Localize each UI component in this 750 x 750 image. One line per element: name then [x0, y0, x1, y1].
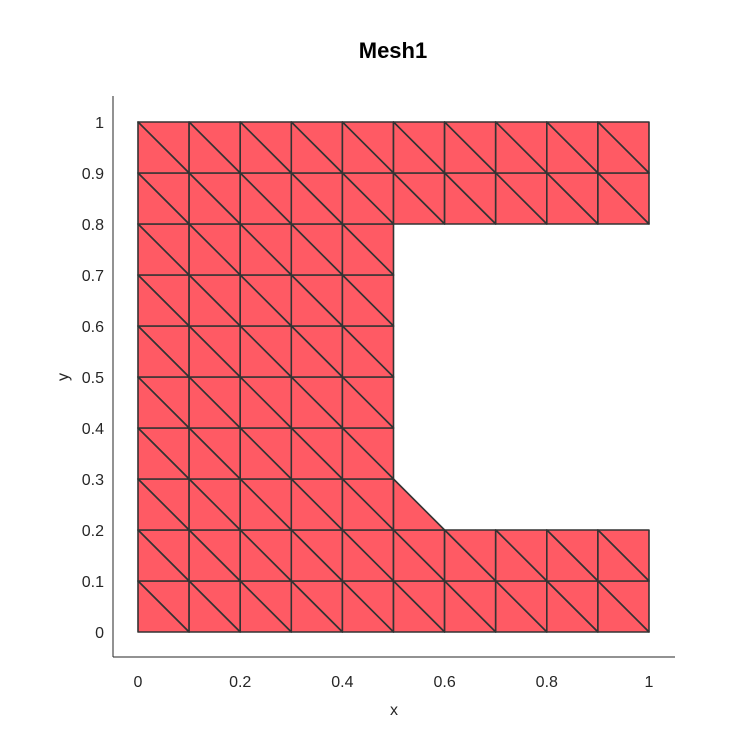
y-tick-label: 0	[95, 625, 104, 642]
y-tick-label: 0.2	[82, 523, 104, 540]
x-tick-label: 0.2	[229, 674, 251, 691]
x-tick-label: 1	[645, 674, 654, 691]
y-tick-label: 0.9	[82, 166, 104, 183]
y-tick-label: 0.4	[82, 421, 104, 438]
x-tick-label: 0.8	[536, 674, 558, 691]
chart-title: Mesh1	[359, 38, 427, 63]
y-axis-label: y	[55, 373, 72, 381]
x-axis-label: x	[390, 702, 398, 719]
x-tick-label: 0.4	[331, 674, 353, 691]
x-tick-label: 0	[134, 674, 143, 691]
y-tick-label: 0.1	[82, 574, 104, 591]
y-tick-label: 0.3	[82, 472, 104, 489]
y-tick-label: 0.6	[82, 319, 104, 336]
y-tick-label: 0.8	[82, 217, 104, 234]
x-tick-label: 0.6	[433, 674, 455, 691]
y-tick-label: 0.7	[82, 268, 104, 285]
y-tick-label: 0.5	[82, 370, 104, 387]
y-tick-label: 1	[95, 115, 104, 132]
